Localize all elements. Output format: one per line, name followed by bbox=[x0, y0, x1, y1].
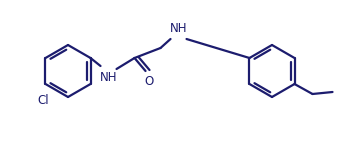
Text: NH: NH bbox=[100, 71, 117, 84]
Text: Cl: Cl bbox=[38, 94, 49, 107]
Text: NH: NH bbox=[170, 22, 187, 35]
Text: O: O bbox=[144, 75, 153, 88]
